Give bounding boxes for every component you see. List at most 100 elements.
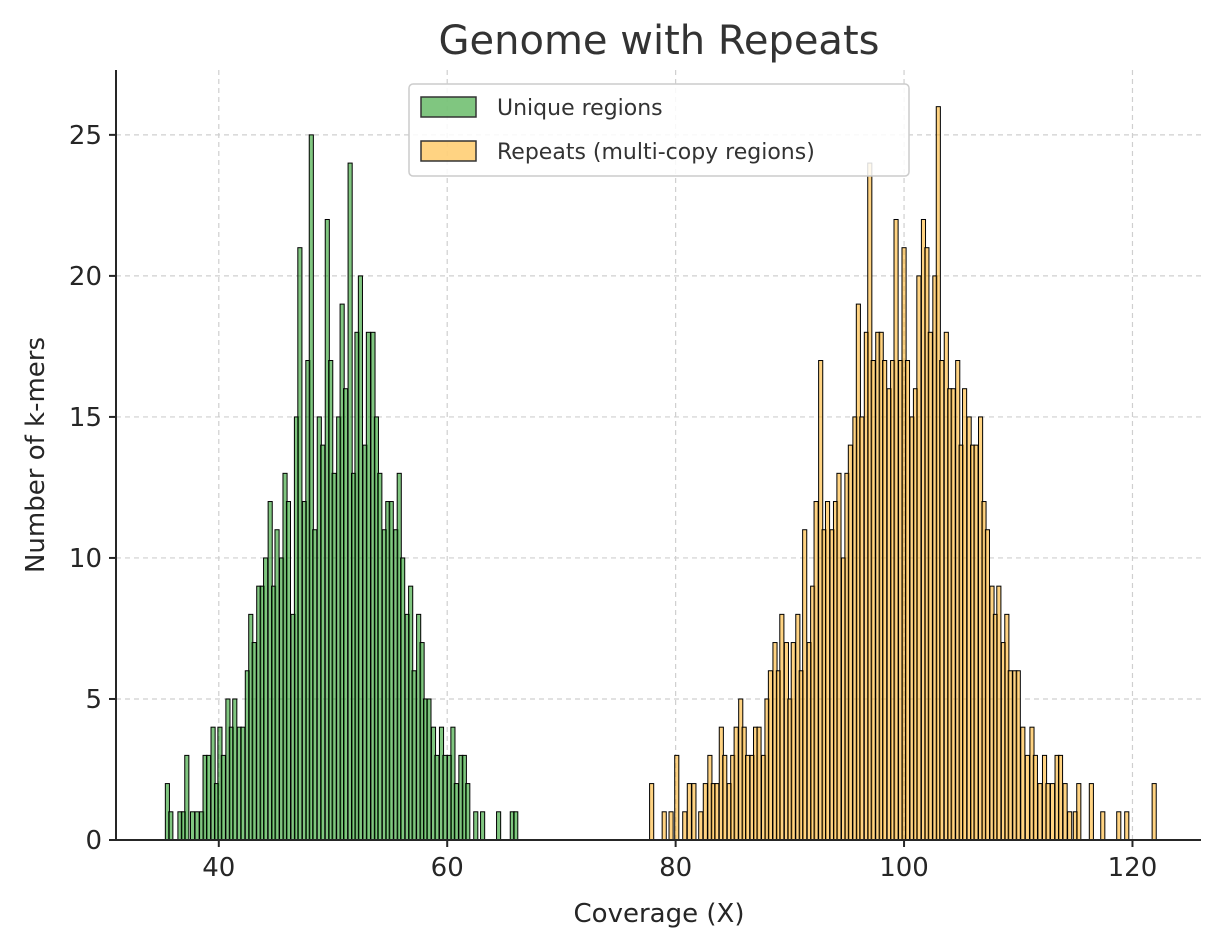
repeat-bar bbox=[1007, 670, 1013, 841]
repeat-bar bbox=[1049, 783, 1056, 841]
unique-bar bbox=[312, 529, 318, 841]
repeat-bar bbox=[756, 726, 762, 841]
repeat-bar bbox=[916, 275, 922, 841]
unique-bar bbox=[343, 388, 349, 841]
unique-bar bbox=[251, 642, 257, 841]
unique-bar bbox=[320, 444, 326, 841]
x-tick-label: 80 bbox=[659, 853, 692, 883]
unique-bar bbox=[297, 247, 303, 841]
y-tick-label: 5 bbox=[85, 685, 102, 715]
y-tick-label: 0 bbox=[85, 826, 102, 856]
repeat-bar bbox=[836, 472, 842, 841]
unique-bar bbox=[473, 811, 479, 841]
repeat-bar bbox=[733, 726, 739, 841]
unique-bar bbox=[205, 754, 212, 841]
unique-bar bbox=[411, 670, 417, 841]
unique-bar bbox=[442, 754, 448, 841]
legend-swatch-repeats bbox=[420, 140, 477, 162]
x-axis-label: Coverage (X) bbox=[574, 899, 745, 929]
unique-bar bbox=[513, 811, 519, 841]
repeat-bar bbox=[682, 811, 688, 841]
unique-bar bbox=[194, 811, 200, 841]
axes bbox=[115, 70, 1201, 841]
y-axis-label: Number of k-mers bbox=[21, 337, 51, 573]
repeat-bar bbox=[824, 501, 831, 841]
repeat-bar bbox=[714, 783, 720, 841]
unique-bar bbox=[434, 754, 440, 841]
repeat-bar bbox=[962, 388, 968, 841]
unique-bar bbox=[184, 754, 190, 841]
repeat-bar bbox=[1020, 726, 1026, 841]
repeat-bar bbox=[722, 754, 728, 841]
repeat-bar bbox=[893, 218, 899, 841]
repeat-bar bbox=[813, 501, 819, 841]
repeat-bar bbox=[882, 360, 888, 841]
unique-bar bbox=[220, 754, 226, 841]
legend-frame bbox=[408, 83, 910, 177]
x-tick-label: 120 bbox=[1108, 853, 1158, 883]
repeats-bars bbox=[649, 106, 1157, 841]
x-tick-label: 100 bbox=[879, 853, 929, 883]
unique-bar bbox=[377, 472, 383, 841]
repeat-bar bbox=[984, 529, 990, 841]
y-tick-label: 20 bbox=[69, 262, 102, 292]
repeat-bar bbox=[1024, 754, 1030, 841]
repeat-bar bbox=[779, 613, 785, 841]
repeat-bar bbox=[1116, 811, 1122, 841]
unique-bar bbox=[331, 472, 337, 841]
repeat-bar bbox=[1057, 754, 1064, 841]
chart-title: Genome with Repeats bbox=[439, 18, 880, 64]
unique-bar bbox=[480, 811, 486, 841]
repeat-bar bbox=[1045, 783, 1051, 841]
unique-bar bbox=[240, 726, 246, 841]
repeat-bar bbox=[1151, 783, 1157, 841]
unique-regions-bars bbox=[164, 134, 519, 841]
repeat-bar bbox=[904, 360, 911, 841]
repeat-bar bbox=[870, 360, 876, 841]
repeat-bar bbox=[1032, 754, 1038, 841]
x-tick-label: 40 bbox=[202, 853, 235, 883]
unique-bar bbox=[168, 811, 174, 841]
unique-bar bbox=[426, 698, 432, 841]
x-tick-label: 60 bbox=[431, 853, 464, 883]
unique-bar bbox=[189, 811, 196, 841]
unique-bar bbox=[285, 501, 292, 841]
repeat-bar bbox=[1088, 783, 1094, 841]
repeat-bar bbox=[1015, 670, 1021, 841]
repeat-bar bbox=[686, 783, 692, 841]
repeat-bar bbox=[939, 360, 945, 841]
y-tick-label: 10 bbox=[69, 544, 102, 574]
repeat-bar bbox=[790, 642, 796, 841]
unique-bar bbox=[357, 275, 363, 841]
repeat-bar bbox=[1100, 811, 1106, 841]
repeat-bar bbox=[973, 444, 979, 841]
repeat-bar bbox=[950, 388, 956, 841]
unique-bar bbox=[232, 698, 238, 841]
repeat-bar bbox=[1062, 783, 1068, 841]
repeat-bar bbox=[661, 811, 667, 841]
repeat-bar bbox=[847, 444, 853, 841]
repeat-bar bbox=[1124, 811, 1130, 841]
repeat-bar bbox=[927, 331, 933, 841]
repeat-bar bbox=[1067, 811, 1073, 841]
unique-bar bbox=[453, 783, 459, 841]
legend-label-repeats: Repeats (multi-copy regions) bbox=[497, 140, 815, 165]
unique-bar bbox=[496, 811, 502, 841]
unique-bar bbox=[365, 331, 371, 841]
repeat-bar bbox=[1076, 783, 1082, 841]
legend-swatch-unique bbox=[420, 96, 477, 118]
repeat-bar bbox=[859, 416, 865, 841]
y-tick-label: 25 bbox=[69, 121, 102, 151]
tick-labels: 40 60 80 100 120 0 5 10 15 20 25 bbox=[69, 121, 1157, 883]
unique-bar bbox=[388, 501, 394, 841]
legend-label-unique: Unique regions bbox=[497, 96, 663, 121]
repeat-bar bbox=[802, 529, 808, 841]
repeat-bar bbox=[1037, 783, 1043, 841]
repeat-bar bbox=[767, 670, 773, 841]
repeat-bar bbox=[674, 754, 680, 841]
unique-bar bbox=[274, 529, 280, 841]
repeat-bar bbox=[691, 783, 697, 841]
repeat-bar bbox=[649, 783, 655, 841]
legend: Unique regions Repeats (multi-copy regio… bbox=[408, 83, 910, 177]
